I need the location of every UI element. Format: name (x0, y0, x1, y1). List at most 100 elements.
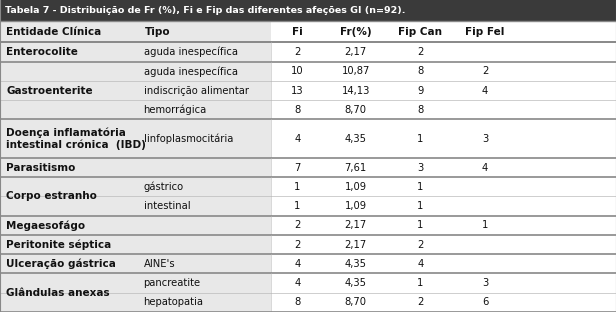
Text: 2: 2 (294, 47, 301, 57)
Text: 4: 4 (482, 163, 488, 173)
Text: Tipo: Tipo (145, 27, 171, 37)
Text: AINE's: AINE's (144, 259, 175, 269)
Text: 2: 2 (482, 66, 488, 76)
Text: 1: 1 (417, 134, 424, 144)
Text: 4,35: 4,35 (345, 259, 367, 269)
Text: 8: 8 (417, 66, 424, 76)
Bar (0, 274, 271, 293)
Bar (271, 293, 616, 312)
Text: 2,17: 2,17 (344, 47, 367, 57)
Text: gástrico: gástrico (144, 182, 184, 192)
Text: Corpo estranho: Corpo estranho (6, 192, 97, 202)
Text: Fip Fel: Fip Fel (466, 27, 505, 37)
Text: 1,09: 1,09 (345, 201, 367, 211)
Text: hemorrágica: hemorrágica (144, 105, 207, 115)
Text: 8: 8 (294, 105, 301, 115)
Bar (0, 81, 271, 100)
Text: 2: 2 (417, 297, 424, 307)
Text: 4: 4 (294, 278, 301, 288)
Bar (0, 100, 271, 119)
Text: 8: 8 (417, 105, 424, 115)
Bar (271, 42, 616, 62)
Text: 9: 9 (417, 85, 424, 95)
Text: 4,35: 4,35 (345, 278, 367, 288)
Text: 8,70: 8,70 (345, 297, 367, 307)
Bar (0, 21, 271, 42)
Text: 2,17: 2,17 (344, 240, 367, 250)
Text: 8,70: 8,70 (345, 105, 367, 115)
Text: 13: 13 (291, 85, 304, 95)
Text: Fip Can: Fip Can (399, 27, 442, 37)
Bar (0, 235, 271, 254)
Text: 6: 6 (482, 297, 488, 307)
Text: 1: 1 (417, 182, 424, 192)
Text: 4: 4 (482, 85, 488, 95)
Text: 14,13: 14,13 (341, 85, 370, 95)
Text: Enterocolite: Enterocolite (6, 47, 78, 57)
Text: 4: 4 (294, 259, 301, 269)
Text: 4: 4 (294, 134, 301, 144)
Text: Fr(%): Fr(%) (340, 27, 371, 37)
Bar (271, 119, 616, 158)
Text: Parasitismo: Parasitismo (6, 163, 76, 173)
Text: aguda inespecífica: aguda inespecífica (144, 47, 238, 57)
Text: 1: 1 (482, 220, 488, 230)
Bar (271, 177, 616, 197)
Text: 2: 2 (294, 240, 301, 250)
Text: pancreatite: pancreatite (144, 278, 201, 288)
Text: linfoplasmocitária: linfoplasmocitária (144, 134, 233, 144)
Text: Megaesofágo: Megaesofágo (6, 220, 85, 231)
Bar (271, 216, 616, 235)
Text: 8: 8 (294, 297, 301, 307)
Text: 1: 1 (294, 201, 301, 211)
Text: 1: 1 (417, 201, 424, 211)
Text: 1,09: 1,09 (345, 182, 367, 192)
Bar (271, 235, 616, 254)
Text: 2: 2 (417, 47, 424, 57)
Text: Glândulas anexas: Glândulas anexas (6, 288, 110, 298)
Bar (0, 42, 271, 62)
Text: Tabela 7 - Distribuição de Fr (%), Fi e Fip das diferentes afeções GI (n=92).: Tabela 7 - Distribuição de Fr (%), Fi e … (5, 6, 405, 15)
Bar (271, 81, 616, 100)
Bar (271, 254, 616, 274)
Text: 3: 3 (417, 163, 424, 173)
Bar (0, 293, 271, 312)
Text: Ulceração gástrica: Ulceração gástrica (6, 259, 116, 269)
Text: Doença inflamatória
intestinal crónica  (IBD): Doença inflamatória intestinal crónica (… (6, 127, 146, 150)
Bar (0, 197, 271, 216)
Bar (0, 62, 271, 81)
Text: 1: 1 (417, 220, 424, 230)
Text: indiscrição alimentar: indiscrição alimentar (144, 85, 248, 95)
Text: 4,35: 4,35 (345, 134, 367, 144)
Text: 2,17: 2,17 (344, 220, 367, 230)
Bar (0, 0, 616, 21)
Bar (271, 197, 616, 216)
Text: 7: 7 (294, 163, 301, 173)
Text: 3: 3 (482, 278, 488, 288)
Text: 4: 4 (417, 259, 424, 269)
Text: Gastroenterite: Gastroenterite (6, 85, 93, 95)
Text: 2: 2 (417, 240, 424, 250)
Bar (271, 62, 616, 81)
Text: 2: 2 (294, 220, 301, 230)
Text: 1: 1 (294, 182, 301, 192)
Bar (0, 254, 271, 274)
Text: 10,87: 10,87 (341, 66, 370, 76)
Bar (0, 177, 271, 197)
Text: 1: 1 (417, 278, 424, 288)
Text: intestinal: intestinal (144, 201, 190, 211)
Text: Fi: Fi (292, 27, 302, 37)
Text: 3: 3 (482, 134, 488, 144)
Bar (0, 119, 271, 158)
Bar (271, 274, 616, 293)
Text: hepatopatia: hepatopatia (144, 297, 203, 307)
Text: Entidade Clínica: Entidade Clínica (6, 27, 102, 37)
Bar (0, 216, 271, 235)
Text: 7,61: 7,61 (344, 163, 367, 173)
Text: 10: 10 (291, 66, 304, 76)
Bar (271, 21, 616, 42)
Text: aguda inespecífica: aguda inespecífica (144, 66, 238, 76)
Bar (271, 100, 616, 119)
Bar (0, 158, 271, 177)
Text: Peritonite séptica: Peritonite séptica (6, 239, 111, 250)
